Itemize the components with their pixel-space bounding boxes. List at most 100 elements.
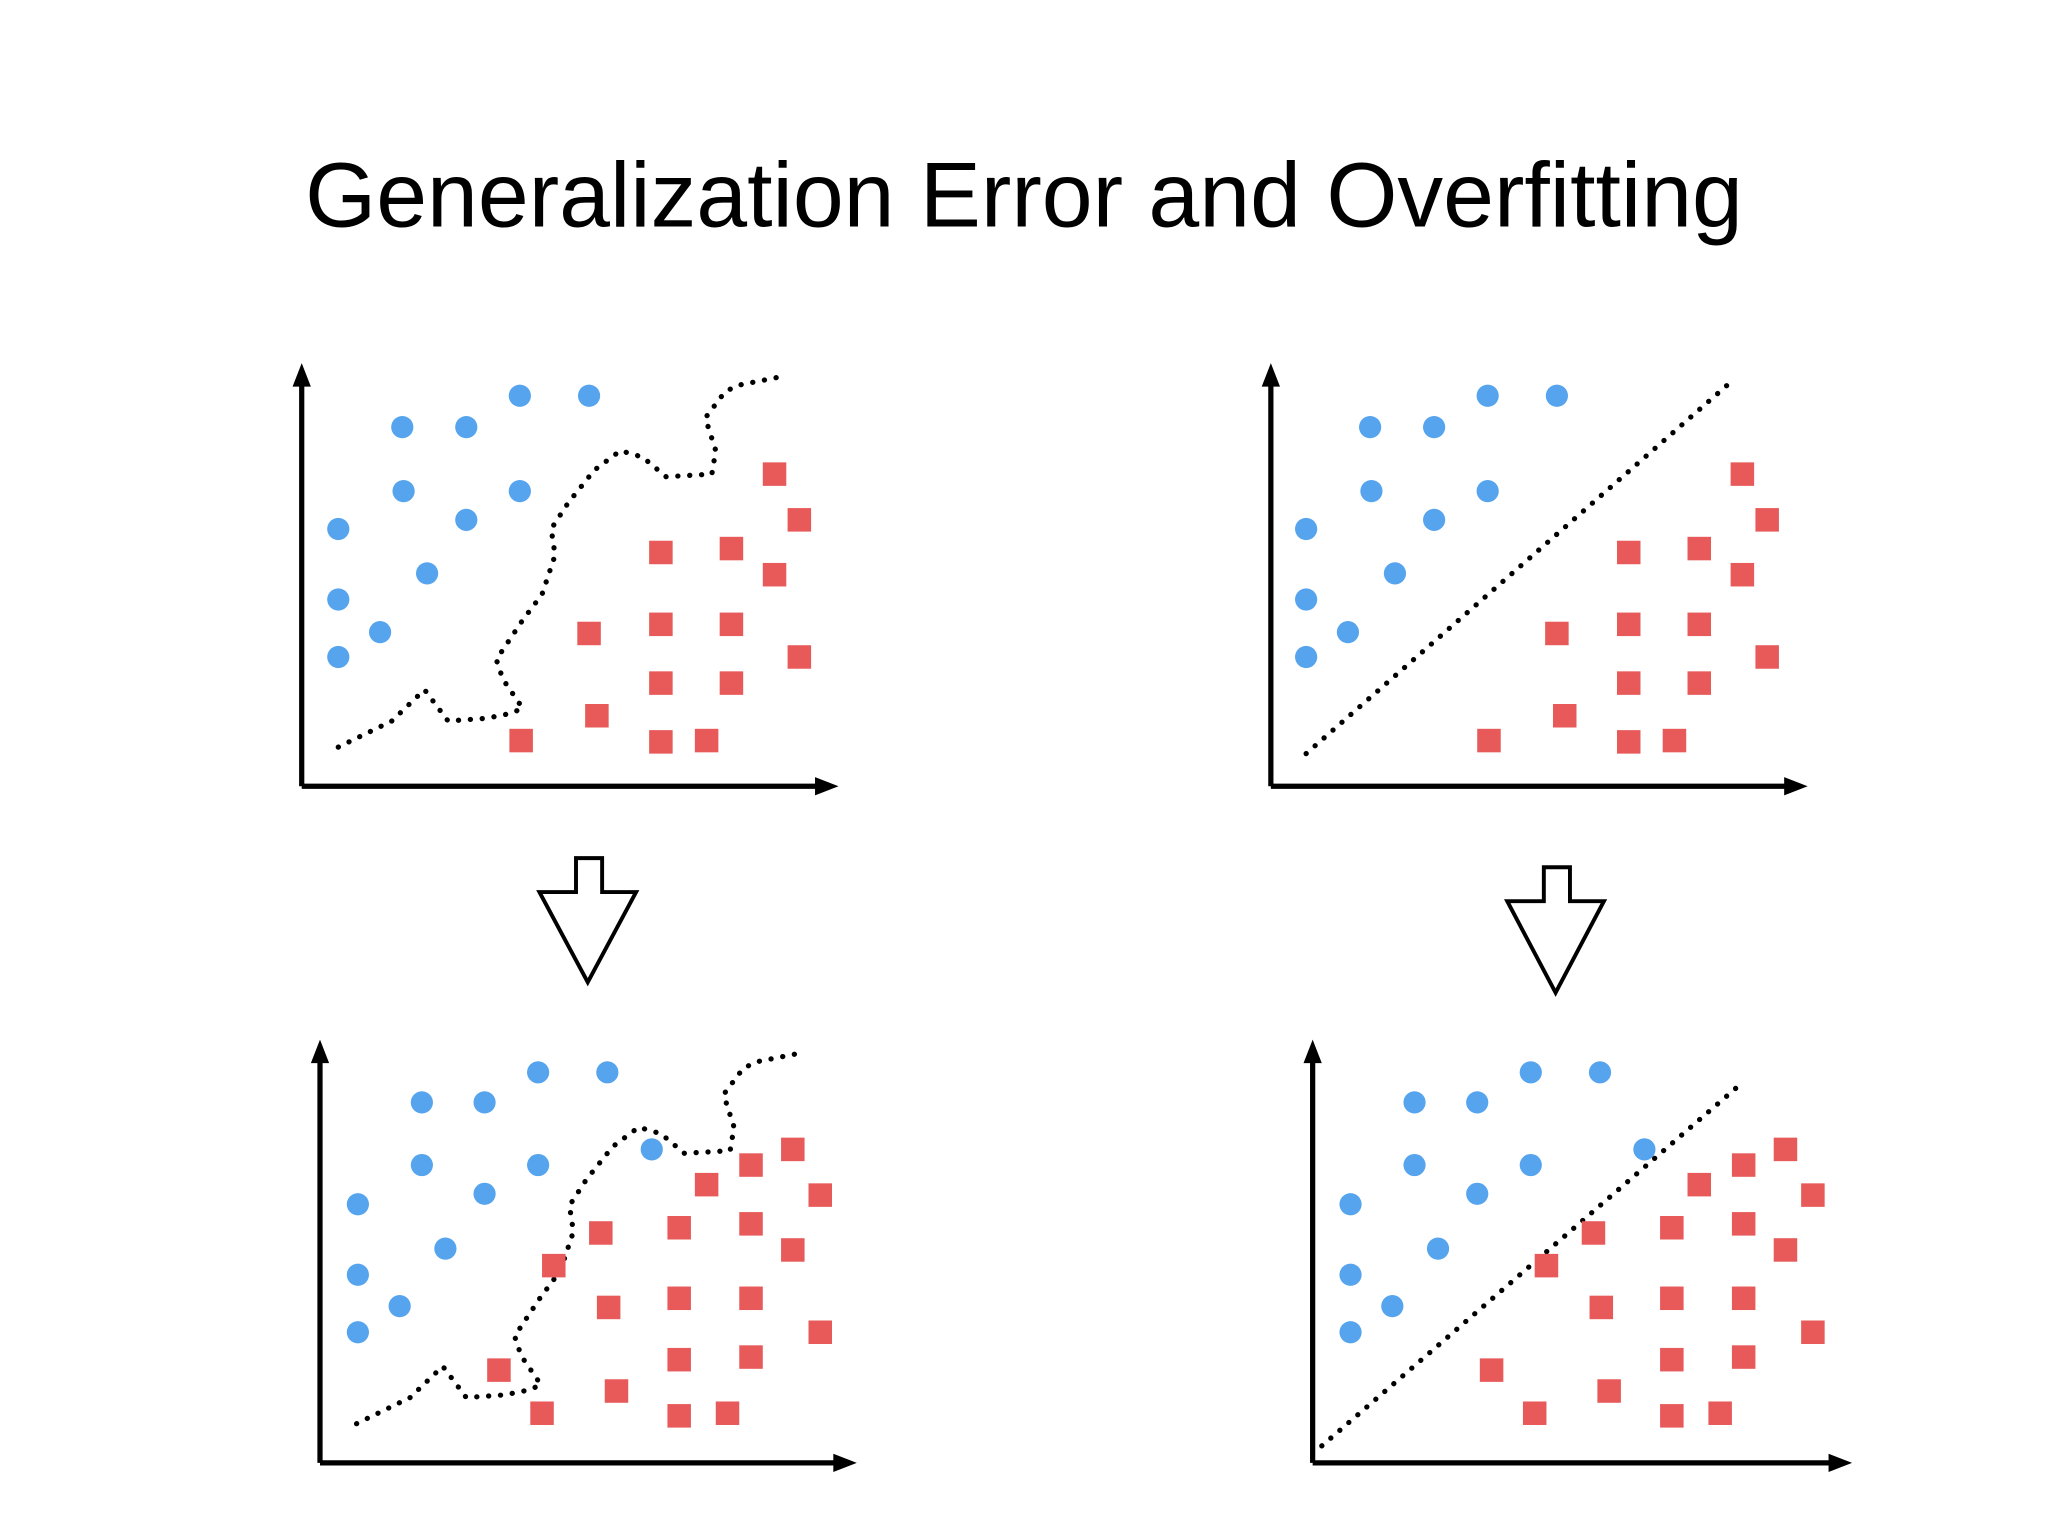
red-point [1616,612,1641,637]
red-point [762,562,787,587]
y-axis-arrowhead [292,363,311,387]
red-point [1534,1253,1559,1278]
red-point [1730,462,1755,486]
blue-point [1476,480,1499,503]
blue-point [1403,1091,1426,1114]
blue-point [455,508,478,531]
blue-point [1336,621,1360,644]
blue-point [1545,384,1568,407]
red-point [1660,1286,1684,1311]
slide-title: Generalization Error and Overfitting [305,145,1743,247]
blue-point [473,1182,496,1205]
blue-point [1360,480,1383,503]
blue-point [1295,588,1318,611]
blue-point [346,1193,369,1216]
red-point [1616,730,1641,754]
red-point [787,645,812,669]
red-point [542,1253,566,1278]
red-point [509,728,533,753]
blue-point [473,1091,496,1114]
red-point [1773,1137,1798,1162]
blue-point [1383,562,1407,585]
red-point [649,540,673,565]
x-axis-arrowhead [833,1453,857,1472]
red-point [1479,1358,1504,1382]
blue-point [1295,517,1318,541]
red-point [1687,612,1712,637]
blue-point [391,416,414,439]
red-point [808,1183,832,1207]
blue-point [327,517,350,541]
blue-point [527,1061,550,1084]
red-point [487,1358,511,1382]
red-point [1477,728,1501,753]
blue-point [434,1237,457,1260]
blue-point [1423,416,1446,439]
decision-boundary [1303,376,1738,757]
blue-point [1519,1061,1542,1084]
blue-point [1423,508,1446,531]
blue-point [1403,1153,1426,1177]
y-axis-arrowhead [1303,1039,1322,1064]
blue-point [327,645,350,669]
blue-point [327,588,350,611]
blue-point [346,1321,369,1344]
red-point [1755,508,1779,532]
red-point [1731,1153,1756,1177]
blue-point [1519,1153,1542,1177]
red-point [1616,671,1641,695]
red-point [1616,540,1641,565]
blue-point [410,1091,433,1114]
y-axis-arrowhead [1261,363,1280,387]
red-point [1662,728,1687,753]
blue-point [1466,1091,1489,1114]
red-point [719,612,744,637]
red-point [1545,621,1569,646]
blue-point [508,384,531,407]
red-point [1581,1221,1606,1245]
blue-point [1381,1295,1404,1318]
red-point [715,1401,740,1425]
blue-point [1359,416,1382,439]
red-point [585,704,609,728]
red-point [1552,704,1577,728]
down-arrow [536,856,640,987]
red-point [1730,562,1755,587]
blue-point [1339,1321,1362,1344]
red-point [694,728,719,753]
blue-point [527,1153,550,1177]
blue-point [410,1153,433,1177]
red-point [762,462,787,486]
red-point [1687,671,1712,695]
red-point [667,1404,691,1428]
red-point [1597,1379,1621,1403]
x-axis-arrowhead [1828,1453,1853,1472]
red-point [667,1286,691,1311]
blue-point [416,562,439,585]
x-axis-arrowhead [815,777,839,796]
blue-point [1339,1263,1362,1286]
red-point [1755,645,1779,669]
blue-point [346,1263,369,1286]
red-point [787,508,812,532]
red-point [1731,1345,1756,1369]
red-point [604,1379,629,1403]
blue-point [1633,1138,1656,1161]
red-point [1660,1216,1684,1240]
decision-boundary [1319,1078,1747,1449]
red-point [1801,1320,1825,1344]
red-point [1773,1238,1798,1262]
red-point [739,1153,763,1177]
blue-point [596,1061,619,1084]
red-point [1801,1183,1825,1207]
red-point [589,1221,613,1245]
red-point [1731,1286,1756,1311]
red-point [808,1320,832,1344]
y-axis-arrowhead [310,1039,330,1064]
red-point [1660,1404,1684,1428]
down-arrow [1504,865,1608,997]
red-point [739,1286,763,1311]
red-point [1522,1401,1547,1425]
blue-point [1476,384,1499,407]
